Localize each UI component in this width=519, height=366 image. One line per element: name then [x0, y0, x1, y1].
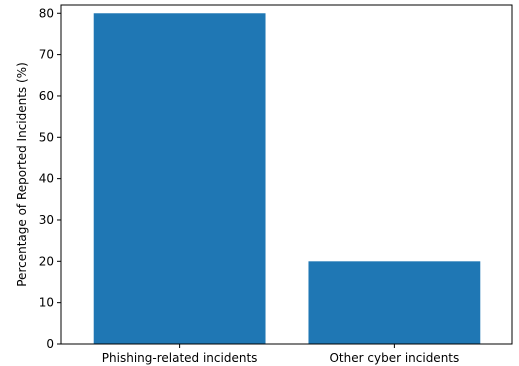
y-tick-label-5: 50	[39, 130, 54, 144]
bars-group	[93, 13, 481, 345]
y-tick-label-6: 60	[39, 89, 54, 103]
y-tick-label-7: 70	[39, 48, 54, 62]
x-tick-label-1: Other cyber incidents	[329, 351, 459, 365]
y-axis-label: Percentage of Reported Incidents (%)	[15, 62, 29, 287]
bar-0	[93, 13, 266, 345]
y-tick-label-8: 80	[39, 6, 54, 20]
y-tick-label-4: 40	[39, 172, 54, 186]
x-tick-label-0: Phishing-related incidents	[102, 351, 258, 365]
y-tick-label-0: 0	[46, 337, 54, 351]
bar-1	[308, 261, 481, 344]
x-axis-ticks: Phishing-related incidents Other cyber in…	[102, 344, 459, 365]
y-tick-label-2: 20	[39, 254, 54, 268]
plot-frame	[60, 4, 513, 345]
y-axis-ticks: 0 10 20 30 40 50 60 70 80	[39, 6, 61, 351]
y-tick-label-3: 30	[39, 213, 54, 227]
y-tick-label-1: 10	[39, 296, 54, 310]
